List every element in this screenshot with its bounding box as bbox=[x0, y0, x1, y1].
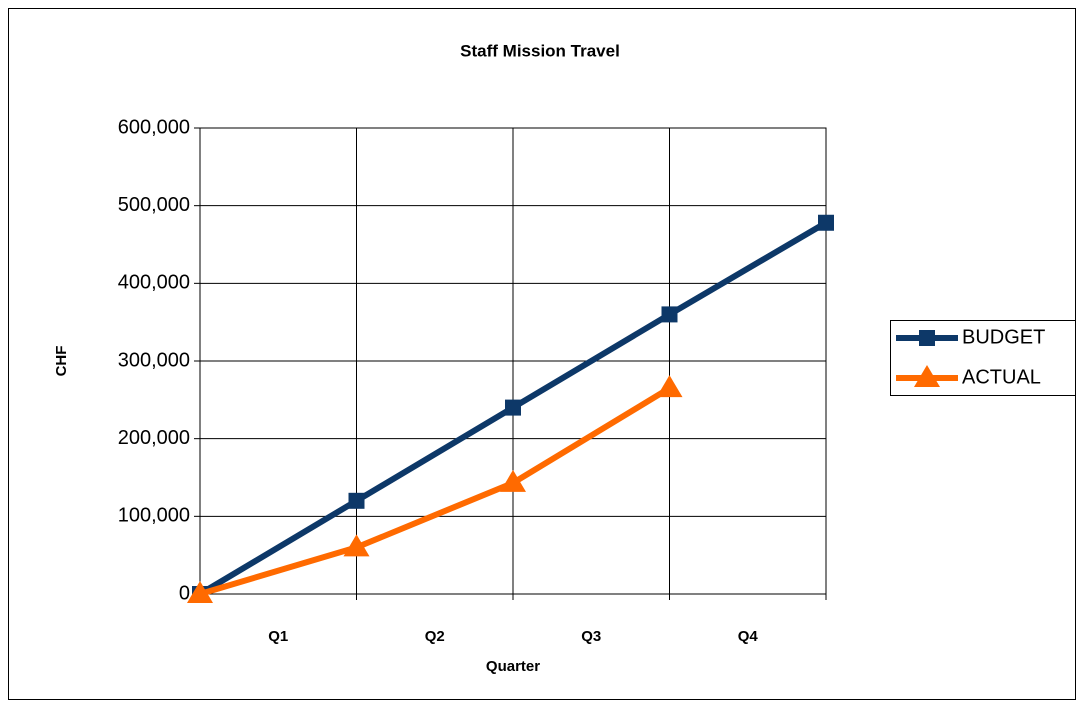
legend-label: BUDGET bbox=[962, 326, 1045, 348]
y-tick-label: 100,000 bbox=[118, 505, 190, 527]
point-marker bbox=[818, 214, 834, 231]
y-tick-label: 200,000 bbox=[118, 427, 190, 449]
x-tick-label: Q4 bbox=[738, 628, 759, 645]
legend-marker bbox=[914, 365, 940, 387]
point-marker bbox=[656, 375, 683, 398]
chart-title: Staff Mission Travel bbox=[460, 41, 620, 60]
series-line bbox=[199, 385, 672, 597]
point-marker bbox=[500, 469, 526, 492]
y-tick-label: 500,000 bbox=[118, 194, 190, 216]
y-axis-label: CHF bbox=[53, 346, 70, 377]
point-marker bbox=[348, 492, 365, 509]
x-tick-label: Q1 bbox=[268, 628, 288, 645]
point-marker bbox=[661, 306, 678, 323]
x-axis-label: Quarter bbox=[486, 658, 540, 675]
point-marker bbox=[505, 399, 521, 416]
point-marker bbox=[343, 534, 370, 557]
y-tick-label: 400,000 bbox=[118, 272, 190, 294]
y-tick-label: 600,000 bbox=[118, 116, 190, 138]
x-tick-label: Q3 bbox=[581, 628, 601, 645]
x-tick-label: Q2 bbox=[425, 628, 445, 645]
y-tick-label: 0 bbox=[179, 582, 190, 604]
legend-label: ACTUAL bbox=[962, 366, 1041, 388]
plot-area bbox=[199, 127, 827, 595]
point-marker bbox=[187, 581, 213, 603]
y-tick-label: 300,000 bbox=[118, 349, 190, 371]
legend-marker bbox=[919, 330, 935, 346]
